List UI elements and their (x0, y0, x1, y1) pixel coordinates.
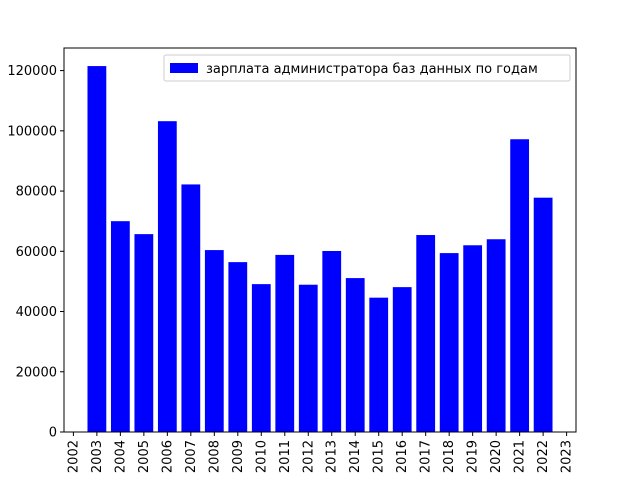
bar-2005 (134, 234, 154, 432)
x-tick-label: 2022 (536, 440, 551, 473)
bar-2009 (228, 262, 248, 432)
legend-box (163, 54, 571, 82)
x-axis: 2002 2003 2004 2005 2006 2007 2008 2009 2010 2011… (66, 432, 575, 473)
bar-2022 (533, 197, 553, 432)
x-tick-label: 2006 (160, 440, 175, 473)
bar-2017 (416, 235, 436, 432)
x-tick-label: 2014 (348, 440, 363, 473)
x-tick-label: 2017 (419, 440, 434, 473)
x-tick-label: 2020 (489, 440, 504, 473)
x-tick-label: 2021 (513, 440, 528, 473)
x-tick-label: 2015 (372, 440, 387, 473)
x-tick-label: 2004 (113, 440, 128, 473)
x-tick-label: 2019 (466, 440, 481, 473)
legend-label: зарплата администратора баз данных по го… (206, 62, 538, 77)
bar-2007 (181, 184, 201, 432)
bar-2019 (463, 245, 483, 432)
legend: зарплата администратора баз данных по го… (163, 54, 571, 82)
x-tick-label: 2002 (66, 440, 81, 473)
y-axis: 0 20000 40000 60000 80000 100000 120000 (7, 64, 64, 441)
bar-2010 (251, 284, 271, 432)
x-tick-label: 2009 (231, 440, 246, 473)
bars-group (87, 66, 553, 432)
bar-2016 (392, 287, 412, 432)
y-tick-label: 120000 (7, 64, 57, 79)
bar-2021 (510, 139, 530, 432)
bar-2004 (110, 221, 130, 432)
bar-2018 (439, 253, 459, 432)
y-tick-label: 100000 (7, 124, 57, 139)
legend-swatch (170, 63, 198, 73)
x-tick-label: 2003 (90, 440, 105, 473)
bar-2020 (486, 239, 506, 432)
bar-2012 (298, 284, 318, 432)
bar-2014 (345, 278, 365, 432)
y-tick-label: 80000 (16, 185, 57, 200)
bar-2015 (369, 297, 389, 432)
bar-2006 (157, 121, 177, 432)
bar-2008 (204, 250, 224, 432)
y-tick-label: 40000 (16, 305, 57, 320)
y-tick-label: 60000 (16, 245, 57, 260)
x-tick-label: 2011 (278, 440, 293, 473)
plot-frame (63, 47, 577, 433)
x-tick-label: 2008 (207, 440, 222, 473)
y-tick-label: 20000 (16, 365, 57, 380)
y-tick-label: 0 (49, 426, 57, 441)
bar-2011 (275, 254, 295, 432)
x-tick-label: 2010 (254, 440, 269, 473)
x-tick-label: 2007 (184, 440, 199, 473)
x-tick-label: 2018 (442, 440, 457, 473)
x-tick-label: 2012 (301, 440, 316, 473)
x-tick-label: 2013 (325, 440, 340, 473)
x-tick-label: 2005 (137, 440, 152, 473)
x-tick-label: 2016 (395, 440, 410, 473)
x-tick-label: 2023 (560, 440, 575, 473)
bar-2003 (87, 66, 107, 432)
bar-2013 (322, 250, 342, 432)
